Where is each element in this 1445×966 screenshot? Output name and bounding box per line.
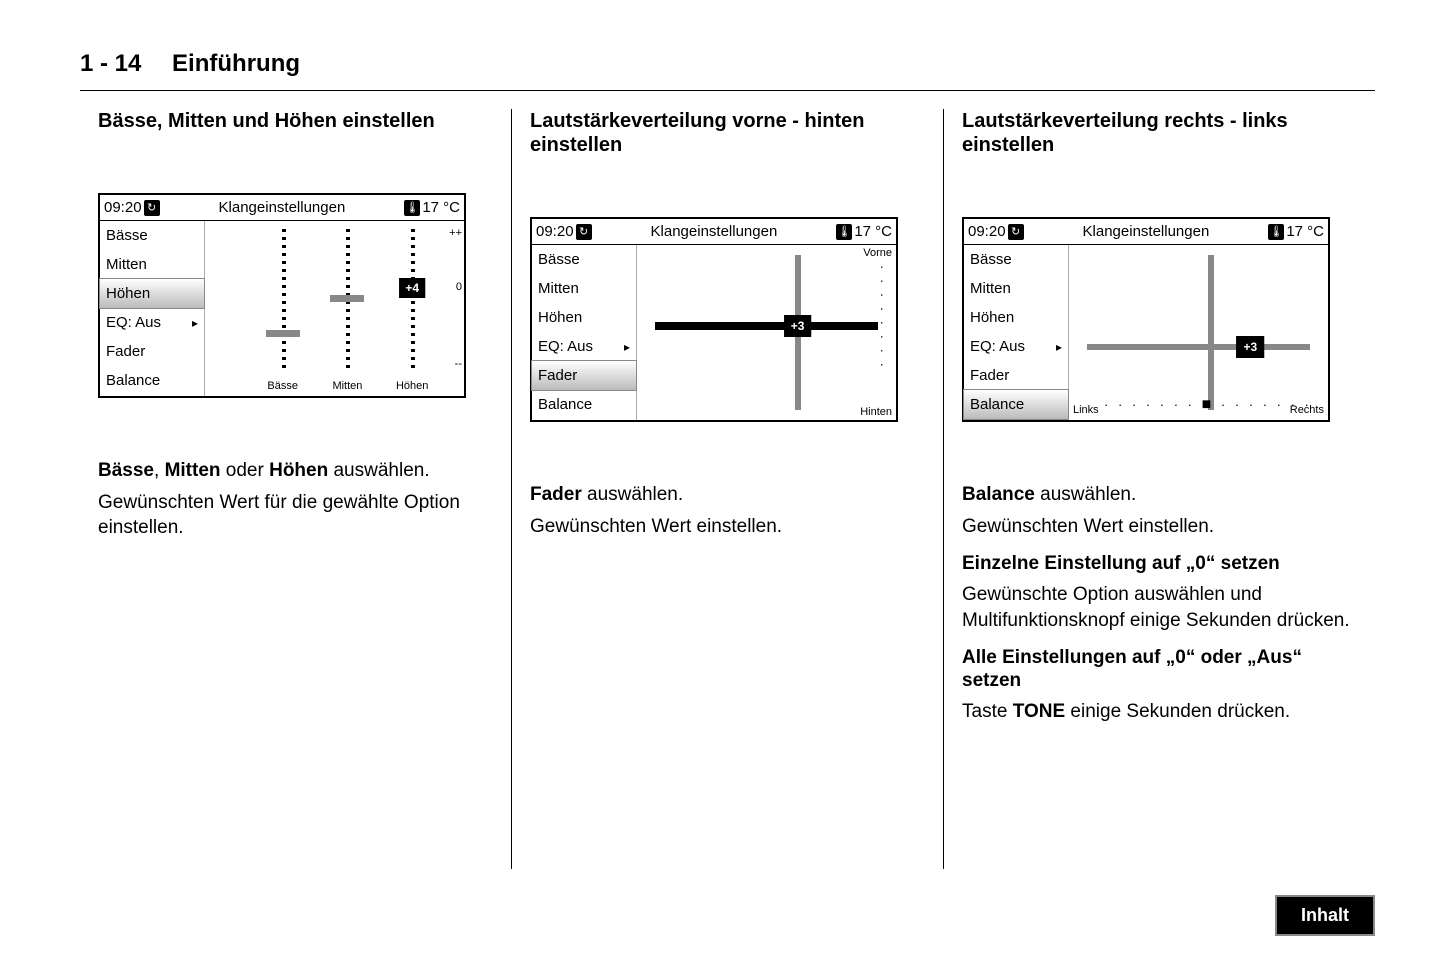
page-header: 1 - 14 Einführung <box>80 50 1375 91</box>
menu-item[interactable]: Fader <box>532 361 636 390</box>
thermo-icon <box>1268 224 1284 240</box>
page-title: Einführung <box>172 50 300 77</box>
temp-display: 17 °C <box>404 199 460 216</box>
col3-sub1-heading: Einzelne Einstellung auf „0“ setzen <box>962 553 1357 576</box>
device-menu: BässeMittenHöhenEQ: Aus▸FaderBalance <box>964 245 1069 420</box>
device-header: 09:20 Klangeinstellungen 17 °C <box>100 195 464 221</box>
menu-item[interactable]: EQ: Aus▸ <box>100 308 204 337</box>
col3-sub2-heading: Alle Einstellungen auf „0“ oder „Aus“ se… <box>962 647 1357 693</box>
menu-item[interactable]: EQ: Aus▸ <box>964 332 1068 361</box>
menu-item[interactable]: Fader <box>100 337 204 366</box>
contents-button[interactable]: Inhalt <box>1275 895 1375 936</box>
device-menu: BässeMittenHöhenEQ: Aus▸FaderBalance <box>100 221 205 396</box>
menu-item[interactable]: EQ: Aus▸ <box>532 332 636 361</box>
col3-sub1-text: Gewünschte Option auswählen und Multifun… <box>962 582 1357 633</box>
menu-item[interactable]: Fader <box>964 361 1068 390</box>
menu-item[interactable]: Mitten <box>532 274 636 303</box>
refresh-icon <box>576 224 592 240</box>
balance-canvas: +3LinksRechts· · · · · · · ■ · · · · · ·… <box>1069 245 1328 420</box>
col1-text-1: Bässe, Mitten oder Höhen auswäh­len. <box>98 458 493 484</box>
menu-item[interactable]: Bässe <box>100 221 204 250</box>
page-number: 1 - 14 <box>80 50 141 78</box>
col1-heading: Bässe, Mitten und Höhen einstellen <box>98 109 493 133</box>
column-2: Lautstärkeverteilung vorne - hinten eins… <box>511 109 943 869</box>
menu-item[interactable]: Bässe <box>964 245 1068 274</box>
refresh-icon <box>1008 224 1024 240</box>
column-1: Bässe, Mitten und Höhen einstellen 09:20… <box>80 109 511 869</box>
menu-item[interactable]: Höhen <box>100 279 204 308</box>
menu-item[interactable]: Höhen <box>532 303 636 332</box>
device-screenshot-fader: 09:20 Klangeinstellungen 17 °C BässeMitt… <box>530 217 898 422</box>
device-header: 09:20 Klangeinstellungen 17 °C <box>532 219 896 245</box>
col2-text-2: Gewünschten Wert einstellen. <box>530 514 925 540</box>
menu-item[interactable]: Bässe <box>532 245 636 274</box>
col2-heading: Lautstärkeverteilung vorne - hinten eins… <box>530 109 925 157</box>
thermo-icon <box>836 224 852 240</box>
col1-text-2: Gewünschten Wert für die gewählte Option… <box>98 490 493 541</box>
menu-item[interactable]: Balance <box>532 390 636 419</box>
columns: Bässe, Mitten und Höhen einstellen 09:20… <box>80 109 1375 869</box>
col2-text-1: Fader auswählen. <box>530 482 925 508</box>
device-menu: BässeMittenHöhenEQ: Aus▸FaderBalance <box>532 245 637 420</box>
col3-text-2: Gewünschten Wert einstellen. <box>962 514 1357 540</box>
col3-sub2-text: Taste TONE einige Sekunden drü­cken. <box>962 699 1357 725</box>
refresh-icon <box>144 200 160 216</box>
menu-item[interactable]: Mitten <box>100 250 204 279</box>
eq-canvas: BässeMittenHöhen+4++0-- <box>205 221 464 396</box>
time-display: 09:20 <box>104 199 160 216</box>
menu-item[interactable]: Balance <box>964 390 1068 419</box>
device-screenshot-balance: 09:20 Klangeinstellungen 17 °C BässeMitt… <box>962 217 1330 422</box>
menu-item[interactable]: Mitten <box>964 274 1068 303</box>
col3-heading: Lautstärkeverteilung rechts - links eins… <box>962 109 1357 157</box>
screen-title: Klangeinstellungen <box>160 199 405 216</box>
menu-item[interactable]: Höhen <box>964 303 1068 332</box>
fader-canvas: +3VorneHinten· · · · · · · · <box>637 245 896 420</box>
device-screenshot-eq: 09:20 Klangeinstellungen 17 °C BässeMitt… <box>98 193 466 398</box>
menu-item[interactable]: Balance <box>100 366 204 395</box>
column-3: Lautstärkeverteilung rechts - links eins… <box>943 109 1375 869</box>
col3-text-1: Balance auswählen. <box>962 482 1357 508</box>
device-header: 09:20 Klangeinstellungen 17 °C <box>964 219 1328 245</box>
thermo-icon <box>404 200 420 216</box>
